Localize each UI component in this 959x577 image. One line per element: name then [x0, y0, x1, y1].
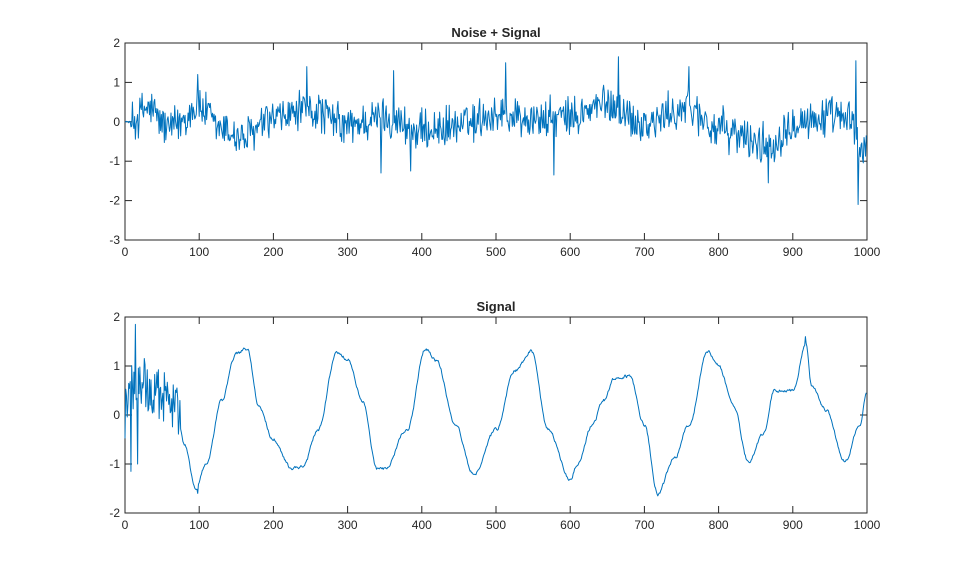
x-tick-label: 0	[122, 518, 129, 532]
axes-signal: 0 100 200 300 400 500 600 700 800 900 1000-2-1012 …	[109, 299, 880, 532]
chart-title: Signal	[476, 299, 515, 314]
x-tick-label: 300	[338, 518, 358, 532]
x-tick-label: 1000	[854, 518, 881, 532]
chart-title: Noise + Signal	[451, 25, 540, 40]
y-tick-label: 0	[113, 408, 120, 422]
y-tick-label: 1	[113, 359, 120, 373]
axes-box	[124, 316, 868, 514]
x-tick-label: 900	[783, 518, 803, 532]
x-tick-label: 700	[634, 245, 654, 259]
y-tick-label: -1	[109, 457, 120, 471]
ticks: 0 100 200 300 400 500 600 700 800 900 1000 -3 -2 -1 0 1…	[109, 36, 880, 259]
y-tick-label: 2	[113, 310, 120, 324]
y-tick-label: -2	[109, 194, 120, 208]
y-tick-label: -2	[109, 506, 120, 520]
x-tick-label: 500	[486, 518, 506, 532]
data-line-signal	[124, 323, 867, 497]
x-tick-label: 600	[560, 518, 580, 532]
y-tick-label: -1	[109, 154, 120, 168]
y-tick-label: 2	[113, 36, 120, 50]
x-tick-label: 800	[709, 518, 729, 532]
x-tick-label: 100	[189, 518, 209, 532]
x-tick-label: 200	[263, 518, 283, 532]
data-line-noise-plus-signal	[124, 56, 867, 206]
x-tick-label: 400	[412, 245, 432, 259]
axes-noise-plus-signal: 0 100 200 300 400 500 600 700 800 900 1000 -3 -2 -1 0 1…	[109, 25, 880, 259]
ticks: 0 100 200 300 400 500 600 700 800 900 1000 -2 -1 0 1 2	[109, 310, 880, 532]
x-tick-label: 100	[189, 245, 209, 259]
y-tick-label: 1	[113, 75, 120, 89]
x-tick-label: 900	[783, 245, 803, 259]
y-tick-label: 0	[113, 115, 120, 129]
x-tick-label: 300	[338, 245, 358, 259]
x-tick-label: 600	[560, 245, 580, 259]
x-tick-label: 1000	[854, 245, 881, 259]
x-tick-label: 0	[122, 245, 129, 259]
x-tick-label: 400	[412, 518, 432, 532]
y-tick-label: -3	[109, 233, 120, 247]
x-tick-label: 800	[709, 245, 729, 259]
x-tick-label: 200	[263, 245, 283, 259]
x-tick-label: 500	[486, 245, 506, 259]
x-tick-label: 700	[634, 518, 654, 532]
